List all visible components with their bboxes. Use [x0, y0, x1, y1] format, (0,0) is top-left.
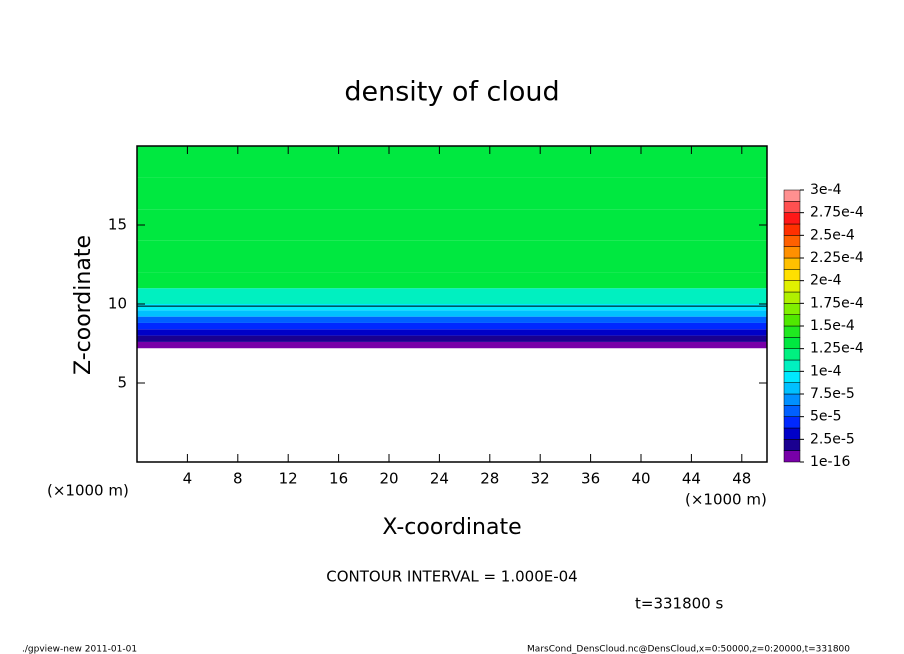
time-label: t=331800 s — [635, 595, 723, 613]
x-unit: (×1000 m) — [47, 482, 129, 500]
field-band — [137, 335, 767, 342]
colorbar-box — [783, 325, 801, 338]
colorbar-box — [783, 382, 801, 395]
colorbar-box — [783, 269, 801, 281]
colorbar-label: 2.5e-5 — [810, 431, 855, 447]
colorbar-box — [783, 246, 801, 259]
field-band — [137, 288, 767, 304]
colorbar-box — [783, 201, 801, 213]
colorbar-box — [783, 303, 801, 315]
x-tick-label: 12 — [279, 470, 298, 488]
colorbar-box — [783, 348, 801, 361]
colorbar-box — [783, 439, 801, 451]
colorbar-label: 1e-4 — [810, 363, 842, 379]
x-tick-label: 44 — [682, 470, 701, 488]
colorbar-label: 1.5e-4 — [810, 318, 855, 334]
y-tick-label: 10 — [108, 295, 127, 313]
field-band — [137, 240, 767, 273]
colorbar-box — [783, 314, 801, 327]
x-tick-label: 20 — [379, 470, 398, 488]
colorbar-box — [783, 405, 801, 417]
field-band — [137, 310, 767, 317]
colorbar-label: 7.5e-5 — [810, 386, 855, 402]
colorbar-box — [783, 337, 801, 349]
x-tick-label: 32 — [531, 470, 550, 488]
footer-right: MarsCond_DensCloud.nc@DensCloud,x=0:5000… — [527, 645, 850, 654]
y-tick-label: 15 — [108, 216, 127, 234]
colorbar-box — [783, 223, 801, 236]
colorbar-box — [783, 416, 801, 429]
x-tick-label: 48 — [732, 470, 751, 488]
field-band — [137, 341, 767, 349]
field-band — [137, 177, 767, 210]
y-tick-label: 5 — [117, 374, 127, 392]
field-band — [137, 146, 767, 178]
contour-interval: CONTOUR INTERVAL = 1.000E-04 — [326, 568, 577, 586]
colorbar-label: 2.5e-4 — [810, 227, 855, 243]
chart-title: density of cloud — [344, 77, 559, 108]
colorbar-box — [783, 235, 801, 247]
colorbar-label: 1.25e-4 — [810, 341, 864, 357]
colorbar-label: 5e-5 — [810, 409, 841, 425]
x-tick-label: 28 — [480, 470, 499, 488]
field-band — [137, 272, 767, 289]
x-tick-label: 8 — [233, 470, 243, 488]
colorbar-box — [783, 257, 801, 270]
colorbar-box — [783, 359, 801, 372]
colorbar-box — [783, 427, 801, 440]
field-band — [137, 322, 767, 330]
field-band — [137, 209, 767, 241]
x-unit: (×1000 m) — [685, 491, 767, 509]
x-tick-label: 16 — [329, 470, 348, 488]
x-tick-label: 40 — [631, 470, 650, 488]
x-tick-label: 4 — [183, 470, 193, 488]
colorbar-box — [783, 393, 801, 406]
colorbar-box — [783, 371, 801, 383]
x-axis-label: X-coordinate — [382, 515, 521, 540]
colorbar-label: 1.75e-4 — [810, 295, 864, 311]
colorbar-label: 2e-4 — [810, 273, 842, 289]
field-band — [137, 329, 767, 336]
field-band — [137, 304, 767, 311]
colorbar-box — [783, 189, 801, 202]
field-band — [137, 316, 767, 323]
x-tick-label: 36 — [581, 470, 600, 488]
colorbar-label: 3e-4 — [810, 182, 842, 198]
colorbar-label: 2.25e-4 — [810, 250, 864, 266]
colorbar-box — [783, 450, 801, 463]
colorbar-box — [783, 280, 801, 293]
y-axis-label: Z-coordinate — [71, 235, 96, 375]
x-tick-label: 24 — [430, 470, 449, 488]
colorbar-box — [783, 212, 801, 225]
footer-left: ./gpview-new 2011-01-01 — [22, 645, 137, 654]
colorbar-box — [783, 291, 801, 304]
colorbar-label: 1e-16 — [810, 454, 850, 470]
colorbar-label: 2.75e-4 — [810, 205, 864, 221]
